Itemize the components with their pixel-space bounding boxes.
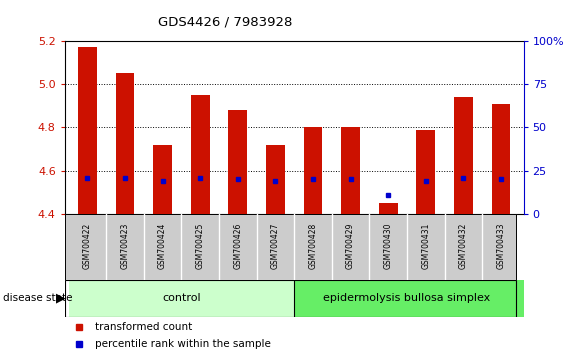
Text: GSM700423: GSM700423 bbox=[120, 222, 129, 269]
Bar bbox=[379, 203, 397, 214]
Text: disease state: disease state bbox=[3, 293, 72, 303]
Text: control: control bbox=[162, 293, 200, 303]
Bar bbox=[454, 97, 473, 214]
Text: epidermolysis bullosa simplex: epidermolysis bullosa simplex bbox=[323, 293, 490, 303]
Text: ▶: ▶ bbox=[56, 292, 66, 305]
Bar bbox=[191, 95, 209, 214]
Bar bbox=[69, 280, 294, 317]
Bar bbox=[78, 47, 97, 214]
Text: GDS4426 / 7983928: GDS4426 / 7983928 bbox=[158, 16, 292, 29]
Bar bbox=[417, 130, 435, 214]
Text: percentile rank within the sample: percentile rank within the sample bbox=[95, 338, 270, 349]
Bar bbox=[294, 280, 524, 317]
Bar bbox=[115, 73, 135, 214]
Bar bbox=[303, 127, 323, 214]
Text: transformed count: transformed count bbox=[95, 322, 192, 332]
Bar bbox=[341, 127, 360, 214]
Bar bbox=[266, 145, 285, 214]
Text: GSM700422: GSM700422 bbox=[83, 222, 92, 269]
Bar bbox=[229, 110, 247, 214]
Text: GSM700425: GSM700425 bbox=[195, 222, 204, 269]
Text: GSM700432: GSM700432 bbox=[459, 222, 468, 269]
Text: GSM700426: GSM700426 bbox=[233, 222, 242, 269]
Text: GSM700433: GSM700433 bbox=[497, 222, 506, 269]
Text: GSM700430: GSM700430 bbox=[384, 222, 393, 269]
Text: GSM700429: GSM700429 bbox=[346, 222, 355, 269]
Bar bbox=[153, 145, 172, 214]
Text: GSM700431: GSM700431 bbox=[421, 222, 430, 269]
Text: GSM700427: GSM700427 bbox=[271, 222, 280, 269]
Text: GSM700428: GSM700428 bbox=[309, 222, 318, 269]
Bar bbox=[491, 104, 511, 214]
Text: GSM700424: GSM700424 bbox=[158, 222, 167, 269]
